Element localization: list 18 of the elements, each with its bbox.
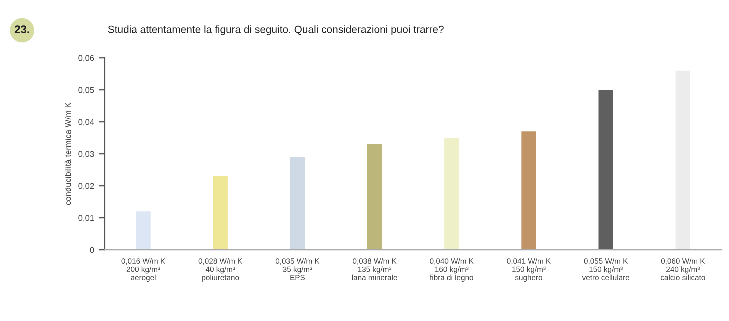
bar <box>136 212 151 250</box>
bar <box>290 157 306 250</box>
bar <box>444 138 460 250</box>
y-tick-label: 0,04 <box>78 119 94 126</box>
y-tick-label: 0,05 <box>78 87 94 94</box>
bar <box>522 132 536 250</box>
chart-title: Studia attentamente la figura di seguito. Quali considerazioni puoi trarre? <box>108 26 444 36</box>
bar <box>598 90 614 250</box>
y-tick-label: 0,02 <box>78 183 94 190</box>
y-tick-label: 0,03 <box>78 151 94 158</box>
text: 23. <box>14 26 30 34</box>
bar <box>367 144 382 250</box>
y-tick-label: 0,06 <box>78 55 94 62</box>
y-axis-title: conducibilità termica W/m K <box>64 102 72 206</box>
bar <box>676 70 690 250</box>
y-tick-label: 0,01 <box>78 215 94 222</box>
y-tick-label: 0 <box>90 247 94 254</box>
bar <box>213 176 228 250</box>
